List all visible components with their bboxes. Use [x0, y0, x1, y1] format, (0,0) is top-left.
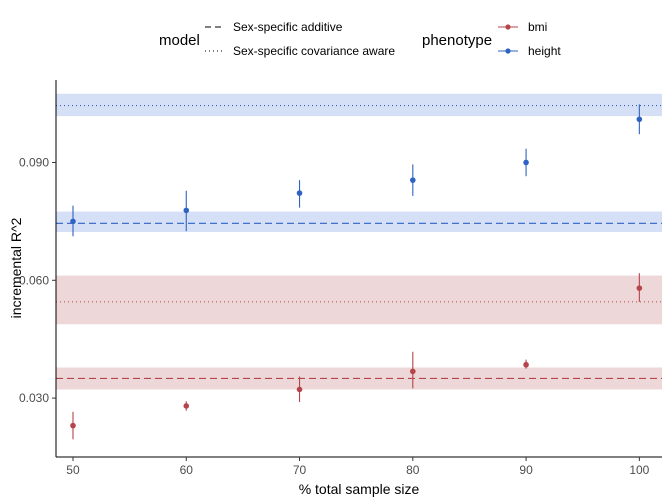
x-tick-label-60: 60: [180, 463, 194, 477]
legend-height-key-point: [505, 48, 511, 54]
model-reference-lines: [56, 104, 662, 380]
point-bmi-50: [70, 422, 76, 429]
y-axis-title: incremental R^2: [8, 217, 24, 318]
band-bmi-1: [56, 275, 662, 325]
point-bmi-80: [410, 368, 416, 375]
y-tick-label-2: 0.090: [19, 155, 49, 169]
band-height-0: [56, 211, 662, 232]
y-axis-ticks: 0.030 0.060 0.090: [19, 155, 56, 405]
band-height-1: [56, 93, 662, 117]
x-axis-title: % total sample size: [299, 481, 420, 497]
point-height-90: [523, 159, 529, 166]
point-height-60: [183, 207, 190, 214]
point-bmi-70: [296, 386, 303, 393]
legend-phenotype-title: phenotype: [422, 32, 492, 49]
legend: model Sex-specific additive Sex-specific…: [159, 20, 561, 58]
y-tick-label-0: 0.030: [19, 391, 49, 405]
legend-bmi-key-point: [505, 24, 511, 30]
point-height-80: [410, 177, 416, 183]
y-tick-label-1: 0.060: [19, 273, 49, 287]
legend-model-covariance-aware: Sex-specific covariance aware: [233, 44, 395, 58]
data-points: [70, 116, 643, 429]
legend-model-additive: Sex-specific additive: [233, 20, 343, 34]
x-tick-label-70: 70: [293, 463, 307, 477]
point-bmi-60: [183, 403, 190, 409]
point-height-50: [70, 218, 76, 225]
x-tick-label-100: 100: [629, 463, 649, 477]
legend-height-label: height: [528, 44, 561, 58]
legend-model-title: model: [159, 32, 200, 49]
x-tick-label-90: 90: [519, 463, 533, 477]
x-tick-label-50: 50: [66, 463, 80, 477]
x-axis-ticks: 50 60 70 80 90 100: [66, 457, 650, 477]
point-height-70: [296, 190, 303, 196]
x-tick-label-80: 80: [406, 463, 420, 477]
legend-bmi-label: bmi: [528, 20, 547, 34]
confidence-bands: [56, 93, 662, 390]
point-bmi-90: [523, 361, 529, 368]
point-bmi-100: [636, 285, 643, 291]
point-height-100: [636, 116, 643, 123]
